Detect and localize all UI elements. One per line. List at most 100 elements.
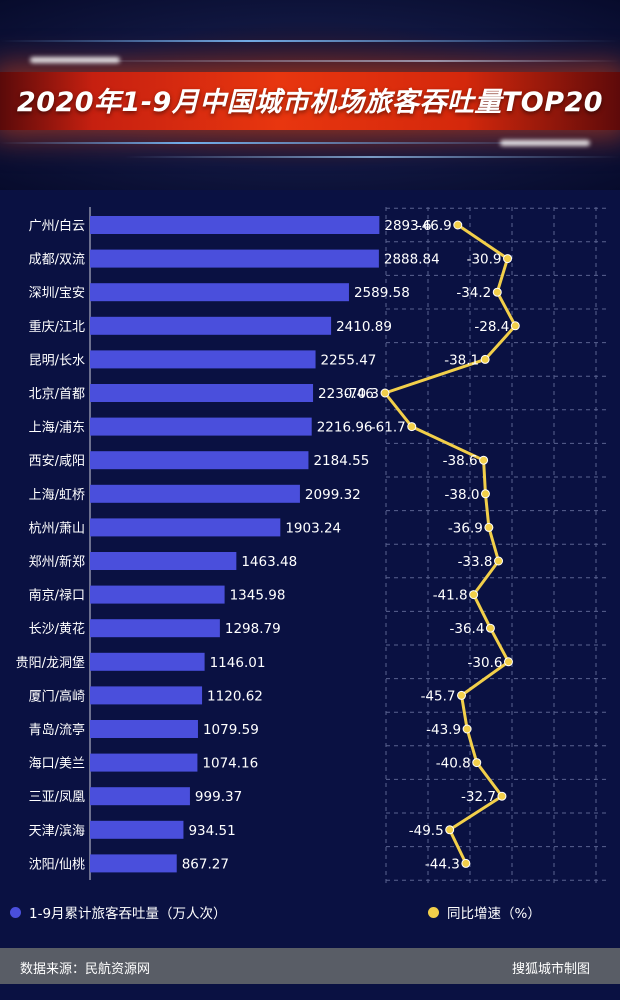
growth-point — [485, 623, 495, 633]
bar-value-label: 2099.32 — [305, 487, 361, 503]
bar-value-label: 1074.16 — [202, 756, 258, 772]
bar-value-label: 2216.96 — [317, 420, 373, 436]
growth-value-label: -43.9 — [426, 722, 461, 738]
bar — [90, 686, 203, 705]
bar-value-label: 1903.24 — [285, 520, 341, 536]
light-streak — [0, 60, 620, 62]
bar-value-label: 2184.55 — [313, 453, 369, 469]
bar — [90, 249, 379, 268]
category-label: 厦门/高崎 — [29, 688, 85, 704]
bar — [90, 552, 237, 570]
growth-point — [462, 724, 472, 734]
bar-value-label: 1345.98 — [230, 588, 286, 604]
bar-value-label: 1463.48 — [241, 554, 297, 570]
growth-point — [492, 287, 502, 297]
category-label: 成都/双流 — [29, 253, 85, 268]
growth-point — [480, 489, 490, 499]
growth-point — [480, 354, 490, 364]
growth-value-label: -44.3 — [425, 856, 460, 872]
bar — [90, 720, 198, 738]
chart-title: 2020年1-9月中国城市机场旅客吞吐量TOP20 — [16, 87, 604, 118]
growth-value-label: -38.6 — [443, 453, 478, 469]
category-label: 郑州/新郑 — [29, 554, 85, 570]
category-label: 广州/白云 — [29, 218, 85, 234]
bar — [90, 484, 300, 503]
legend-line-swatch — [428, 906, 439, 918]
category-label: 青岛/流亭 — [29, 722, 85, 738]
category-label: 西安/咸阳 — [29, 454, 85, 469]
title-banner — [0, 0, 620, 190]
growth-value-label: -41.8 — [433, 588, 468, 604]
growth-point — [479, 455, 489, 465]
growth-point — [445, 825, 455, 835]
bar — [90, 585, 225, 604]
growth-value-label: -28.4 — [474, 319, 509, 335]
growth-value-label: -45.7 — [421, 688, 456, 704]
category-label: 天津/滨海 — [29, 823, 85, 839]
legend-growth: 同比增速（%） — [428, 902, 541, 922]
legend-bars: 1-9月累计旅客吞吐量（万人次） — [10, 902, 227, 922]
growth-value-label: -30.9 — [467, 252, 502, 268]
growth-value-label: -36.9 — [448, 520, 483, 536]
bar — [90, 652, 205, 671]
category-label: 上海/虹桥 — [29, 488, 85, 503]
growth-point — [484, 522, 494, 532]
category-label: 南京/禄口 — [29, 588, 85, 604]
category-label: 沈阳/仙桃 — [29, 857, 85, 872]
category-label: 三亚/凤凰 — [29, 790, 85, 805]
bar-value-label: 2255.47 — [321, 352, 377, 368]
growth-value-label: -46.9 — [417, 218, 452, 234]
growth-value-label: -38.1 — [444, 352, 479, 368]
bar-value-label: 2888.84 — [384, 252, 440, 268]
bar — [90, 316, 332, 335]
footer: 数据来源：民航资源网 搜狐城市制图 — [0, 948, 620, 984]
bar — [90, 283, 349, 302]
chart-area: 广州/白云 2893.6 成都/双流 2888.84 深圳/宝安 2589.58 重庆/江北… — [16, 207, 610, 885]
category-label: 杭州/萧山 — [29, 521, 85, 536]
growth-value-label: -33.8 — [458, 554, 493, 570]
banner-glow-band — [0, 72, 620, 130]
growth-value-label: -70.3 — [344, 386, 379, 402]
bar — [90, 384, 314, 402]
light-streak — [0, 40, 620, 42]
growth-value-label: -34.2 — [456, 285, 491, 301]
category-label: 北京/首都 — [29, 387, 85, 402]
bar-value-label: 2230.46 — [318, 386, 374, 402]
growth-point — [453, 220, 463, 230]
bar-value-label: 934.51 — [188, 823, 235, 839]
growth-point — [503, 657, 513, 667]
bar-value-label: 2410.89 — [336, 319, 392, 335]
growth-point — [457, 690, 467, 700]
growth-point — [503, 254, 513, 264]
growth-point — [494, 556, 504, 566]
bar — [90, 350, 316, 369]
growth-value-label: -38.0 — [445, 487, 480, 503]
growth-point — [407, 422, 417, 432]
category-label: 海口/美兰 — [29, 757, 85, 772]
bar — [90, 820, 184, 839]
bar-value-label: 1146.01 — [210, 655, 266, 671]
growth-point — [461, 858, 471, 868]
category-label: 贵阳/龙洞堡 — [16, 655, 85, 671]
growth-point — [472, 758, 482, 768]
bar-value-label: 1120.62 — [207, 688, 263, 704]
bar — [90, 518, 281, 537]
category-label: 长沙/黄花 — [29, 621, 85, 637]
bar — [90, 787, 190, 806]
lens-flare — [30, 57, 120, 63]
legend-bar-swatch — [10, 906, 21, 918]
light-streak — [0, 142, 620, 144]
growth-point — [469, 590, 479, 600]
footer-credit: 搜狐城市制图 — [511, 962, 590, 977]
growth-value-label: -49.5 — [409, 823, 444, 839]
bar-value-label: 1298.79 — [225, 621, 281, 637]
growth-line — [383, 223, 517, 865]
growth-value-label: -30.6 — [468, 655, 503, 671]
light-streak — [0, 156, 620, 158]
bar — [90, 753, 198, 772]
lens-flare — [500, 140, 590, 146]
legend-growth-label: 同比增速（%） — [447, 906, 541, 922]
category-label: 深圳/宝安 — [29, 286, 85, 301]
legend-bars-label: 1-9月累计旅客吞吐量（万人次） — [29, 906, 227, 922]
growth-value-label: -36.4 — [449, 621, 484, 637]
